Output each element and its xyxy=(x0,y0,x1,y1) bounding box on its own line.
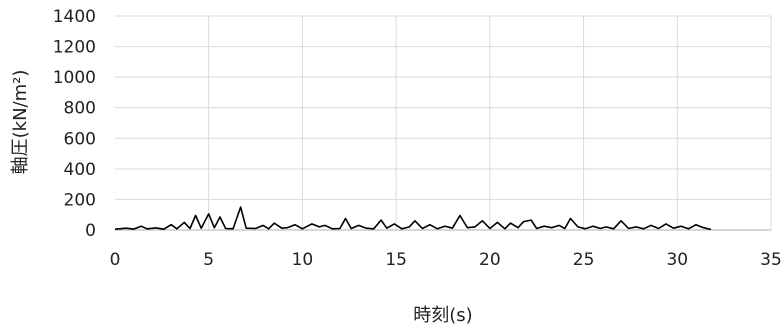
series-layer xyxy=(114,206,712,231)
x-tick-label: 10 xyxy=(292,250,314,270)
x-tick-label: 0 xyxy=(110,250,121,270)
y-tick-label: 1000 xyxy=(53,68,96,88)
x-tick-label: 25 xyxy=(573,250,595,270)
y-tick-label: 200 xyxy=(64,190,96,210)
y-tick-label: 600 xyxy=(64,129,96,149)
x-tick-label: 35 xyxy=(760,250,782,270)
x-tick-label: 20 xyxy=(479,250,501,270)
x-tick-label: 30 xyxy=(666,250,688,270)
gridlines xyxy=(115,15,772,230)
y-tick-label: 800 xyxy=(64,99,96,119)
y-tick-label: 1400 xyxy=(53,7,96,27)
y-tick-label: 400 xyxy=(64,160,96,180)
tick-labels: 0 200 400 600 800 1000 1200 1400 0 5 10 15 20 25 30 35 xyxy=(53,7,782,270)
y-tick-label: 0 xyxy=(85,221,96,241)
x-tick-label: 15 xyxy=(385,250,407,270)
x-tick-label: 5 xyxy=(203,250,214,270)
x-axis-title: 時刻(s) xyxy=(413,305,472,326)
y-axis-title: 軸圧(kN/m²) xyxy=(10,70,31,175)
y-tick-label: 1200 xyxy=(53,38,96,58)
series-line xyxy=(114,206,712,231)
